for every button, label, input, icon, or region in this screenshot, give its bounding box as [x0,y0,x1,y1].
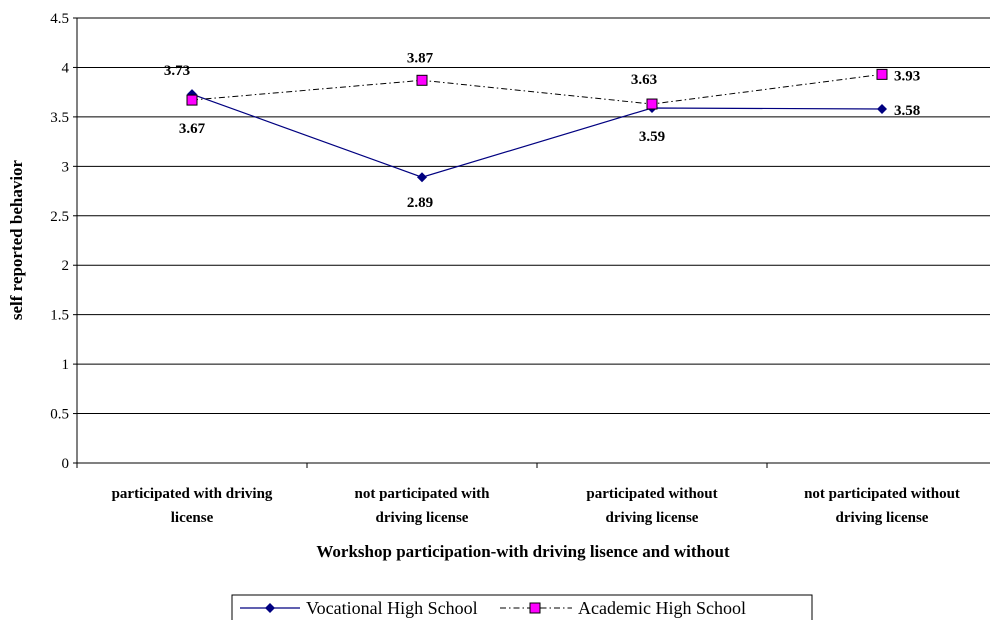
data-point-vocational [417,172,427,183]
y-tick-label: 0.5 [50,407,69,423]
y-tick-label: 3 [62,159,70,175]
data-label-academic: 3.87 [407,50,434,66]
data-point-academic [646,98,658,110]
y-tick-label: 4 [62,60,70,76]
legend-label-vocational: Vocational High School [306,598,478,618]
data-label-vocational: 3.59 [639,129,665,145]
data-point-vocational [877,103,887,114]
x-category-label: driving license [836,510,929,526]
x-axis-title: Workshop participation-with driving lise… [316,542,730,561]
y-tick-label: 0 [62,456,70,472]
x-category-label: not participated without [804,486,960,502]
data-point-academic [186,94,198,106]
data-point-academic [416,74,428,86]
data-label-vocational: 3.58 [894,103,920,119]
data-label-vocational: 2.89 [407,195,433,211]
y-tick-label: 4.5 [50,11,69,27]
y-tick-label: 2.5 [50,209,69,225]
x-category-label: driving license [606,510,699,526]
data-label-vocational: 3.73 [164,63,190,79]
series-line-vocational [191,93,883,178]
data-label-academic: 3.63 [631,72,657,88]
y-tick-label: 3.5 [50,110,69,126]
series-layer [186,68,888,183]
y-tick-label: 2 [62,258,70,274]
x-category-labels: participated with driving license not part… [112,486,960,526]
data-labels: 3.73 2.89 3.59 3.58 3.67 3.87 3.63 3.93 [164,50,920,211]
data-label-academic: 3.67 [179,121,206,137]
legend: Vocational High School Academic High Sch… [231,594,813,620]
legend-marker-academic [529,602,541,614]
y-axis-title: self reported behavior [7,159,26,320]
y-tick-label: 1.5 [50,308,69,324]
x-category-label: participated without [586,486,717,502]
y-tick-labels: 0 0.5 1 1.5 2 2.5 3 3.5 4 4.5 [50,11,69,472]
legend-label-academic: Academic High School [578,598,746,618]
series-line-academic [191,73,883,105]
x-category-label: driving license [376,510,469,526]
x-category-label: license [171,510,214,526]
data-label-academic: 3.93 [894,68,920,84]
gridlines [73,17,990,464]
x-category-label: participated with driving [112,486,273,502]
x-category-label: not participated with [355,486,491,502]
axes [76,18,990,468]
y-tick-label: 1 [62,357,70,373]
legend-marker-vocational [265,603,275,613]
data-point-academic [876,68,888,80]
legend-box [231,594,813,620]
